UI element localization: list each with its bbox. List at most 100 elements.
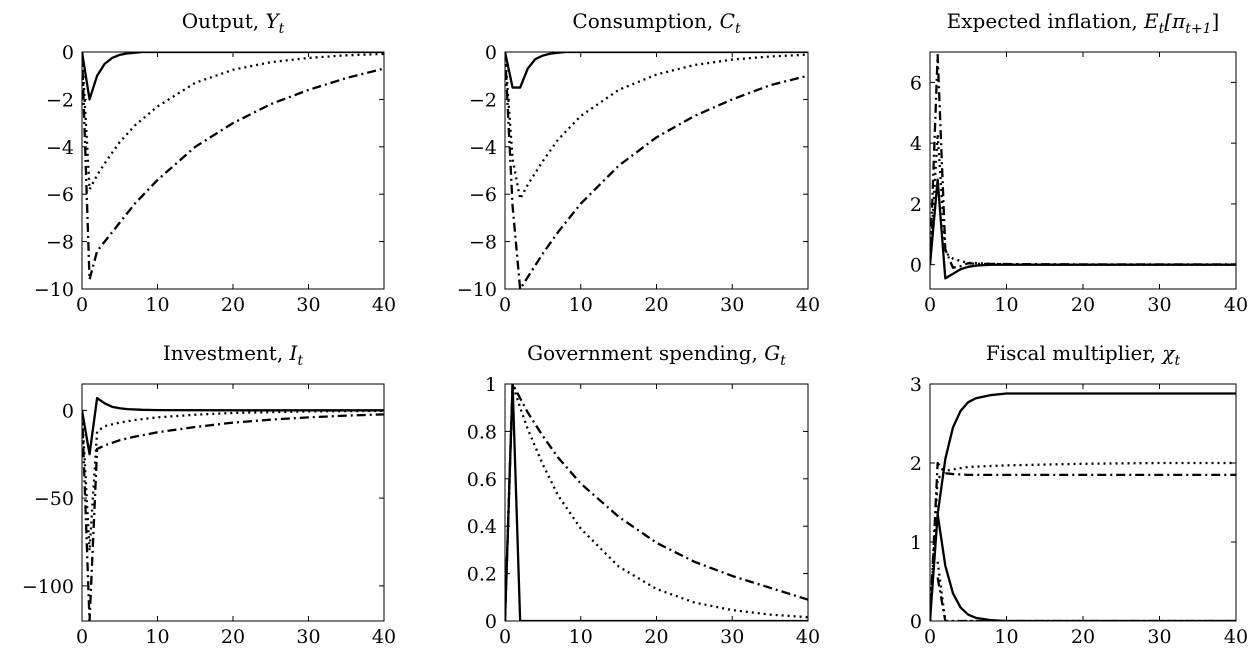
x-tick-label: 30 (1147, 294, 1171, 316)
chart-title-part: t (1159, 21, 1165, 37)
x-tick-label: 40 (1224, 294, 1248, 316)
x-tick-label: 10 (569, 294, 593, 316)
x-tick-label: 0 (924, 294, 936, 316)
chart-title-part: t (279, 21, 285, 37)
y-tick-label: 6 (910, 72, 922, 94)
y-tick-label: −6 (46, 184, 74, 206)
x-tick-label: 10 (994, 294, 1018, 316)
series-line-solid (936, 514, 1236, 621)
chart-title-part: Consumption, (572, 9, 719, 33)
y-tick-label: −100 (22, 576, 74, 598)
series-line-dotted (505, 384, 808, 621)
chart-title-part: Government spending, (527, 341, 764, 365)
x-tick-label: 0 (76, 294, 88, 316)
x-tick-label: 40 (796, 626, 820, 648)
x-tick-label: 10 (145, 294, 169, 316)
series-line-dotted (82, 52, 384, 191)
chart-title-part: ] (1212, 9, 1220, 33)
chart-panel: Consumption, Ct 0 10 20 30 40 0 −2 −4 −6 −8 −10 (457, 9, 820, 316)
x-tick-label: 0 (76, 626, 88, 648)
x-tick-label: 0 (924, 626, 936, 648)
plot-frame (81, 383, 385, 622)
series-line-dashdot (936, 577, 1236, 621)
chart-title-part: t (297, 353, 303, 369)
chart-title-part: Expected inflation, (947, 9, 1144, 33)
series-line-dotted (936, 561, 1236, 621)
x-tick-label: 10 (145, 626, 169, 648)
y-tick-label: 0 (485, 42, 497, 64)
chart-title-part: t (780, 353, 786, 369)
x-tick-label: 30 (720, 294, 744, 316)
chart-panel: Investment, It 0 10 20 30 40 0 −50 −100 (22, 341, 396, 648)
plot-frame (929, 383, 1237, 622)
x-tick-label: 30 (1147, 626, 1171, 648)
y-tick-label: −8 (469, 232, 497, 254)
x-tick-label: 30 (296, 626, 320, 648)
chart-title-part: Output, (182, 9, 266, 33)
y-tick-label: 0 (62, 400, 74, 422)
series-line-dotted (82, 409, 384, 552)
x-tick-label: 20 (221, 626, 245, 648)
series-line-dashdot (930, 461, 1236, 621)
x-tick-label: 40 (796, 294, 820, 316)
chart-panel: Output, Yt 0 10 20 30 40 0 −2 −4 −6 −8 −10 (34, 9, 396, 316)
chart-title-part: t (1175, 353, 1181, 369)
x-tick-label: 20 (644, 626, 668, 648)
chart-title: Fiscal multiplier, χt (986, 341, 1181, 369)
x-tick-label: 20 (644, 294, 668, 316)
series-line-solid (82, 52, 384, 101)
x-tick-label: 0 (499, 294, 511, 316)
y-tick-label: −4 (469, 137, 497, 159)
chart-title: Output, Yt (182, 9, 285, 37)
x-tick-label: 20 (221, 294, 245, 316)
chart-panel: Government spending, Gt 0 10 20 30 40 0 0.2 0.4 0… (467, 341, 820, 648)
chart-title-part: Fiscal multiplier, (986, 341, 1163, 365)
series-line-solid (82, 396, 384, 456)
series-line-solid (930, 392, 1236, 621)
y-tick-label: 2 (910, 453, 922, 475)
y-tick-label: −6 (469, 184, 497, 206)
y-tick-label: 2 (910, 194, 922, 216)
plot-frame (504, 51, 809, 290)
y-tick-label: 0.8 (467, 421, 497, 443)
series-line-dashdot (82, 410, 384, 621)
x-tick-label: 30 (296, 294, 320, 316)
series-line-solid (505, 384, 808, 621)
y-tick-label: −8 (46, 232, 74, 254)
x-tick-label: 20 (1071, 294, 1095, 316)
series-line-dotted (930, 461, 1236, 621)
series-line-dashdot (505, 384, 808, 621)
chart-title: Consumption, Ct (572, 9, 741, 37)
y-tick-label: 0.6 (467, 469, 497, 491)
chart-title-part: C (720, 9, 735, 33)
chart-title-part: t (735, 21, 741, 37)
y-tick-label: −10 (457, 279, 497, 301)
y-tick-label: 4 (910, 133, 922, 155)
plot-frame (504, 383, 809, 622)
x-tick-label: 10 (994, 626, 1018, 648)
x-tick-label: 10 (569, 626, 593, 648)
chart-panel: Fiscal multiplier, χt 0 10 20 30 40 0 1 2 3 (910, 341, 1248, 648)
chart-panel: Expected inflation, Et[πt+1] 0 10 20 30 40 0 2 4… (910, 9, 1248, 316)
plot-frame (929, 51, 1237, 290)
chart-title-part: G (764, 341, 780, 365)
chart-title-part: E (1143, 9, 1159, 33)
chart-title: Investment, It (163, 341, 304, 369)
series-line-solid (505, 52, 808, 89)
series-line-dashdot (505, 52, 808, 289)
y-tick-label: −2 (469, 89, 497, 111)
chart-title-part: [π (1164, 9, 1186, 33)
y-tick-label: 0 (910, 255, 922, 277)
y-tick-label: 3 (910, 374, 922, 396)
chart-title-part: t+1 (1185, 21, 1211, 37)
plot-frame (81, 51, 385, 290)
y-tick-label: 0 (910, 611, 922, 633)
chart-title-part: Investment, (163, 341, 290, 365)
x-tick-label: 40 (1224, 626, 1248, 648)
series-line-dotted (505, 52, 808, 201)
y-tick-label: −4 (46, 137, 74, 159)
chart-title-part: χ (1160, 341, 1176, 365)
y-tick-label: 0.2 (467, 564, 497, 586)
y-tick-label: −10 (34, 279, 74, 301)
